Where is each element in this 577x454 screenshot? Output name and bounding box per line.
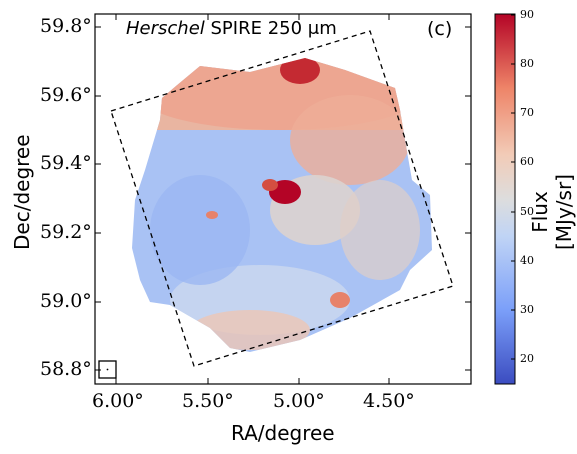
flux-map (132, 58, 432, 352)
colorbar-tick-label: 30 (520, 303, 534, 316)
y-axis-label: Dec/degree (10, 134, 34, 250)
footprint-box (110, 30, 454, 367)
colorbar-tick-label: 50 (520, 205, 534, 218)
colorbar (494, 13, 516, 385)
colorbar-label: Flux [MJy/sr] (528, 174, 576, 250)
colorbar-tick-label: 60 (520, 155, 534, 168)
y-tick-label: 59.2° (40, 221, 92, 243)
colorbar-tick-label: 80 (520, 57, 534, 70)
panel-label: (c) (427, 18, 453, 40)
x-tick-label: 5.00° (273, 390, 325, 412)
y-tick-label: 59.4° (40, 152, 92, 174)
colorbar-tick-label: 40 (520, 254, 534, 267)
colorbar-tick-label: 20 (520, 352, 534, 365)
y-tick-label: 58.8° (40, 358, 92, 380)
x-axis-label: RA/degree (231, 421, 335, 445)
x-axis-ticks (115, 14, 390, 384)
x-tick-label: 5.50° (182, 390, 234, 412)
y-tick-label: 59.6° (40, 84, 92, 106)
y-axis-ticks (95, 26, 471, 371)
colorbar-tick-label: 70 (520, 106, 534, 119)
title-italic: Herschel (126, 18, 205, 39)
y-tick-label: 59.8° (40, 15, 92, 37)
y-tick-label: 59.0° (40, 290, 92, 312)
colorbar-ticks (511, 14, 515, 360)
x-tick-label: 4.50° (363, 390, 415, 412)
colorbar-tick-label: 90 (520, 8, 534, 21)
plot-title: Herschel SPIRE 250 μm (126, 18, 337, 39)
x-tick-label: 6.00° (92, 390, 144, 412)
title-rest: SPIRE 250 μm (204, 18, 337, 39)
